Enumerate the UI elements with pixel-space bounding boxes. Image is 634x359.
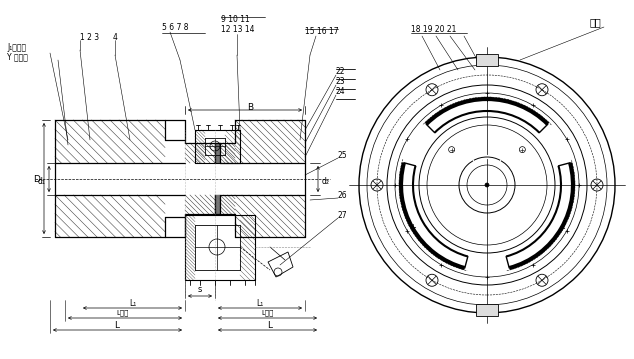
Text: +: + — [409, 224, 416, 233]
Text: 1 2 3: 1 2 3 — [80, 33, 99, 42]
Text: 27: 27 — [338, 210, 347, 219]
Text: +: + — [484, 94, 491, 103]
Text: 12 13 14: 12 13 14 — [221, 25, 254, 34]
Text: 9 10 11: 9 10 11 — [221, 15, 250, 24]
Text: L: L — [268, 321, 273, 330]
Text: 标志: 标志 — [590, 17, 602, 27]
Bar — [476, 304, 498, 316]
Text: 15 16 17: 15 16 17 — [305, 28, 339, 37]
Text: D: D — [33, 174, 40, 183]
Text: 5 6 7 8: 5 6 7 8 — [162, 23, 188, 33]
Bar — [476, 54, 498, 66]
Text: 24: 24 — [336, 88, 346, 97]
Text: L推荐: L推荐 — [117, 310, 129, 316]
Text: J₁型轴孔: J₁型轴孔 — [7, 42, 26, 51]
Text: L₁: L₁ — [256, 298, 264, 308]
Text: L: L — [115, 321, 119, 330]
Text: 18 19 20 21: 18 19 20 21 — [411, 25, 456, 34]
Text: Y 型轴孔: Y 型轴孔 — [7, 52, 28, 61]
Text: 4: 4 — [113, 33, 117, 42]
Text: 26: 26 — [338, 191, 347, 200]
Text: 23: 23 — [336, 78, 346, 87]
Circle shape — [485, 183, 489, 187]
Text: d₁: d₁ — [38, 177, 46, 186]
Text: L₁: L₁ — [129, 298, 136, 308]
Text: L推荐: L推荐 — [262, 310, 274, 316]
Text: d₂: d₂ — [322, 177, 330, 186]
Text: s: s — [198, 285, 202, 294]
Text: +: + — [558, 224, 565, 233]
Text: 25: 25 — [338, 150, 347, 159]
Text: 22: 22 — [336, 67, 346, 76]
Text: B: B — [247, 103, 253, 112]
